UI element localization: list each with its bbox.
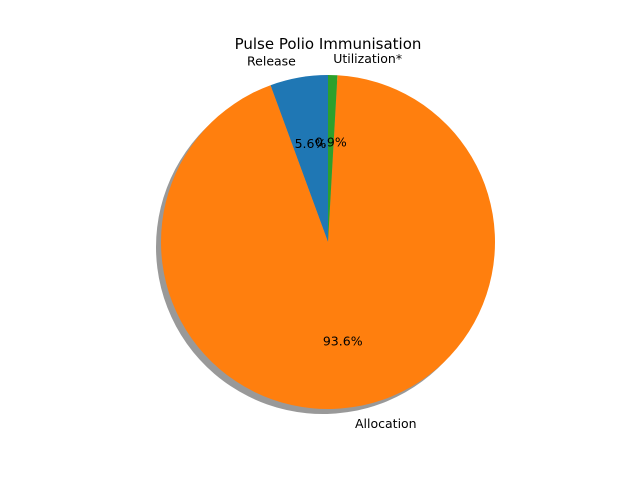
pie-labels: Release 5.6% Allocation 93.6% Utilization* 0.… [247,51,417,431]
chart-title: Pulse Polio Immunisation [235,35,422,53]
label-utilization: Utilization* [333,51,402,66]
pct-label-release: 5.6% [295,136,327,151]
label-release: Release [247,54,296,69]
label-allocation: Allocation [355,416,417,431]
slice-release [270,75,328,242]
pie-slices [161,75,496,409]
slice-allocation [161,75,496,409]
pct-label-utilization: 0.9% [315,134,347,149]
slice-utilization [328,75,338,242]
pct-label-allocation: 93.6% [323,334,363,349]
